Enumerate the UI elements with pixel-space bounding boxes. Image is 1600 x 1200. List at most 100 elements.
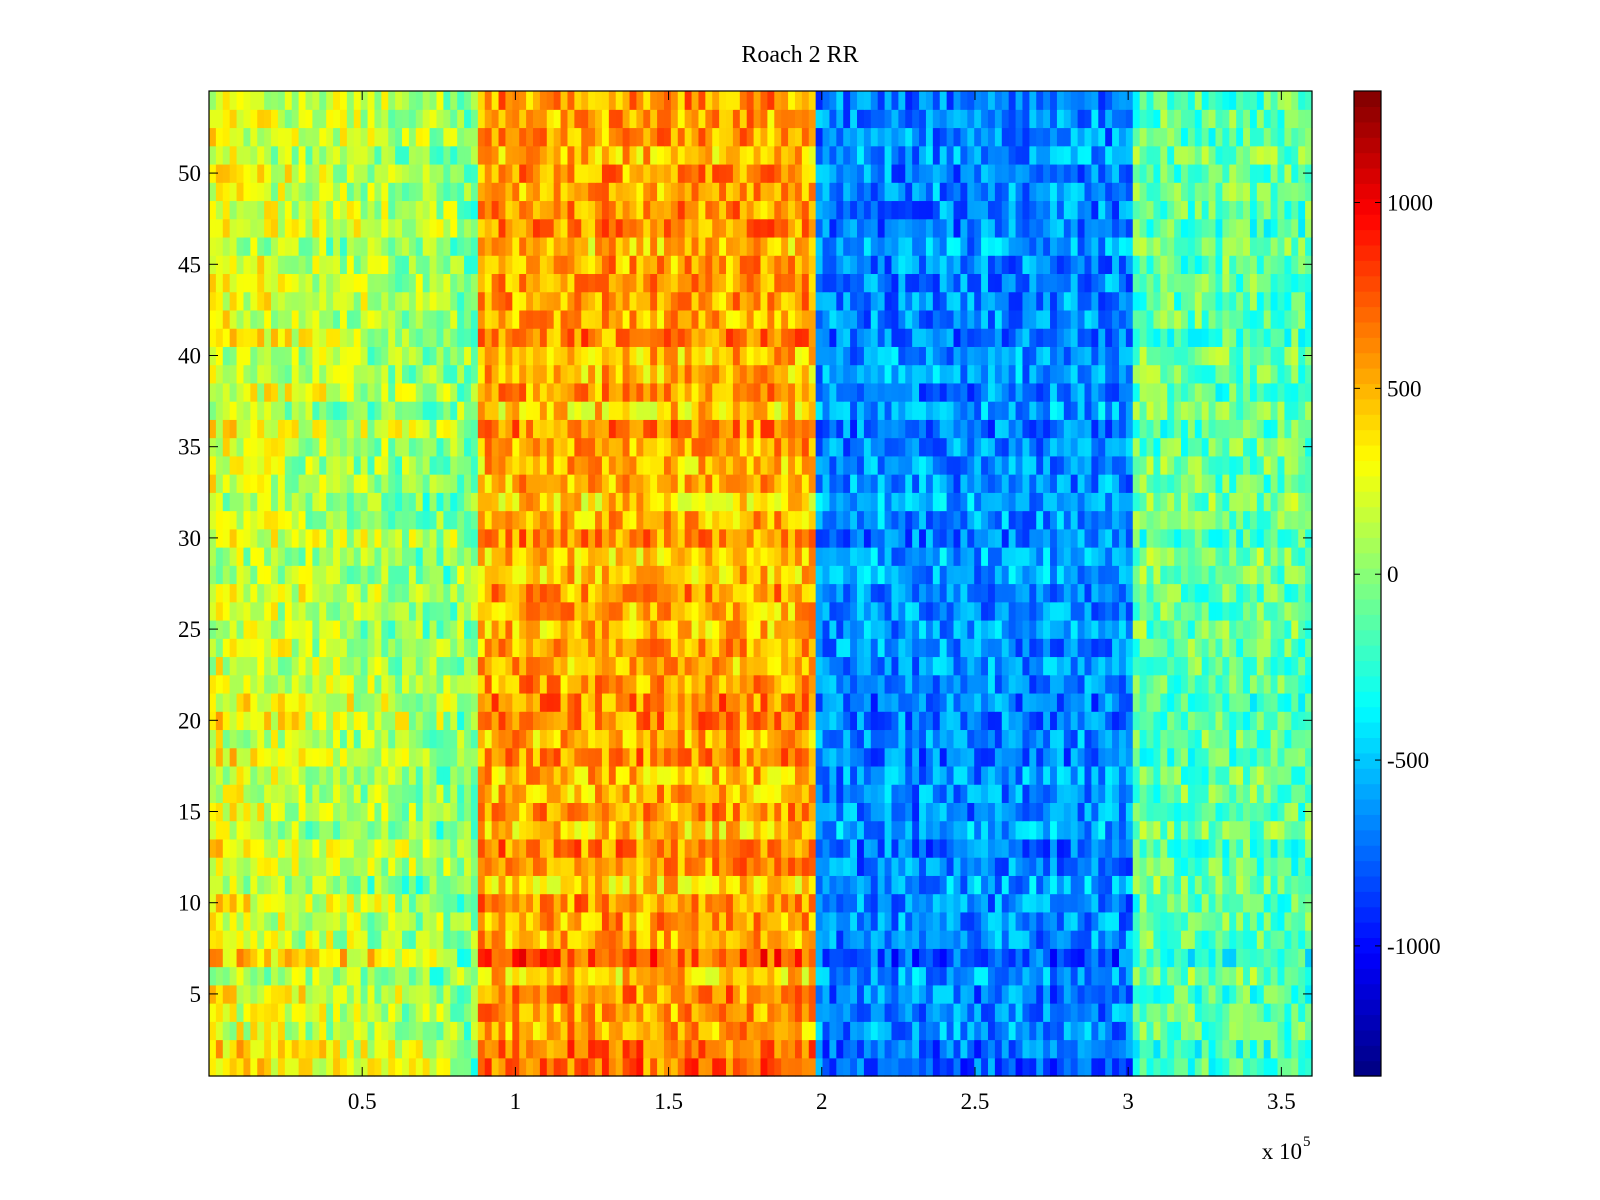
heatmap-cell xyxy=(767,547,775,566)
heatmap-cell xyxy=(1284,528,1292,548)
heatmap-cell xyxy=(774,747,782,767)
heatmap-cell xyxy=(436,565,444,585)
heatmap-cell xyxy=(1043,930,1051,949)
heatmap-cell xyxy=(615,838,624,858)
heatmap-cell xyxy=(546,510,555,530)
heatmap-cell xyxy=(533,656,541,676)
heatmap-cell xyxy=(1263,674,1272,694)
heatmap-cell xyxy=(1256,784,1265,803)
heatmap-cell xyxy=(1174,875,1182,895)
heatmap-cell xyxy=(450,1021,458,1041)
heatmap-cell xyxy=(1208,638,1217,658)
heatmap-cell xyxy=(753,765,762,785)
heatmap-cell xyxy=(470,583,479,603)
heatmap-cell xyxy=(615,656,624,676)
heatmap-cell xyxy=(1050,930,1058,949)
heatmap-cell xyxy=(719,1003,727,1022)
heatmap-cell xyxy=(443,948,451,968)
heatmap-cell xyxy=(450,911,458,931)
heatmap-cell xyxy=(560,528,569,548)
heatmap-cell xyxy=(312,747,320,767)
heatmap-cell xyxy=(250,838,258,858)
heatmap-cell xyxy=(1277,875,1286,895)
heatmap-cell xyxy=(1291,619,1299,639)
heatmap-cell xyxy=(732,547,741,566)
heatmap-cell xyxy=(243,838,251,858)
heatmap-cell xyxy=(298,1021,307,1041)
heatmap-cell xyxy=(346,729,355,749)
heatmap-cell xyxy=(1298,930,1306,949)
heatmap-cell xyxy=(746,966,755,986)
heatmap-cell xyxy=(1187,547,1196,566)
heatmap-cell xyxy=(326,583,334,603)
heatmap-cell xyxy=(1208,1057,1217,1077)
heatmap-cell xyxy=(505,1021,513,1041)
heatmap-cell xyxy=(512,948,520,968)
heatmap-cell xyxy=(1270,656,1279,676)
heatmap-cell xyxy=(333,492,341,512)
heatmap-cell xyxy=(732,984,741,1004)
heatmap-cell xyxy=(1222,510,1230,530)
heatmap-cell xyxy=(1001,1021,1010,1041)
heatmap-cell xyxy=(1091,601,1099,621)
heatmap-cell xyxy=(981,619,989,639)
heatmap-cell xyxy=(760,565,768,585)
heatmap-cell xyxy=(477,1039,486,1059)
heatmap-cell xyxy=(1043,674,1051,694)
heatmap-cell xyxy=(574,528,582,548)
heatmap-cell xyxy=(1015,911,1024,931)
heatmap-cell xyxy=(829,948,837,968)
heatmap-cell xyxy=(636,619,644,639)
heatmap-cell xyxy=(912,510,920,530)
heatmap-cell xyxy=(415,838,424,858)
heatmap-cell xyxy=(581,601,589,621)
heatmap-cell xyxy=(822,692,831,712)
heatmap-cell xyxy=(1208,838,1217,858)
heatmap-cell xyxy=(436,966,444,986)
heatmap-cell xyxy=(546,802,555,822)
heatmap-cell xyxy=(1139,857,1148,876)
heatmap-cell xyxy=(574,838,582,858)
heatmap-cell xyxy=(801,802,810,822)
heatmap-cell xyxy=(905,784,913,803)
heatmap-cell xyxy=(774,674,782,694)
heatmap-cell xyxy=(436,1003,444,1022)
heatmap-cell xyxy=(1050,1057,1058,1077)
heatmap-cell xyxy=(1015,875,1024,895)
heatmap-cell xyxy=(429,1057,438,1077)
heatmap-cell xyxy=(953,1021,962,1041)
heatmap-cell xyxy=(533,893,541,913)
heatmap-cell xyxy=(932,674,941,694)
heatmap-cell xyxy=(236,583,245,603)
heatmap-cell xyxy=(974,911,982,931)
heatmap-cell xyxy=(222,619,231,639)
heatmap-cell xyxy=(1022,930,1030,949)
heatmap-cell xyxy=(291,601,300,621)
heatmap-cell xyxy=(843,601,851,621)
heatmap-cell xyxy=(1160,875,1168,895)
heatmap-cell xyxy=(464,930,472,949)
heatmap-cell xyxy=(505,838,513,858)
heatmap-cell xyxy=(1015,820,1024,840)
heatmap-cell xyxy=(836,857,844,876)
heatmap-cell xyxy=(353,565,362,585)
heatmap-cell xyxy=(608,638,617,658)
heatmap-cell xyxy=(312,893,320,913)
heatmap-cell xyxy=(732,747,741,767)
heatmap-cell xyxy=(808,601,817,621)
heatmap-cell xyxy=(388,528,396,548)
heatmap-cell xyxy=(905,1003,913,1022)
heatmap-cell xyxy=(1056,638,1065,658)
heatmap-cell xyxy=(395,893,403,913)
heatmap-cell xyxy=(429,565,438,585)
heatmap-cell xyxy=(925,619,934,639)
heatmap-cell xyxy=(1160,583,1168,603)
heatmap-cell xyxy=(477,857,486,876)
heatmap-cell xyxy=(1208,948,1217,968)
heatmap-cell xyxy=(994,1021,1003,1041)
heatmap-cell xyxy=(326,619,334,639)
heatmap-cell xyxy=(443,1021,451,1041)
heatmap-cell xyxy=(939,1021,948,1041)
heatmap-cell xyxy=(1174,619,1182,639)
heatmap-cell xyxy=(850,984,858,1004)
